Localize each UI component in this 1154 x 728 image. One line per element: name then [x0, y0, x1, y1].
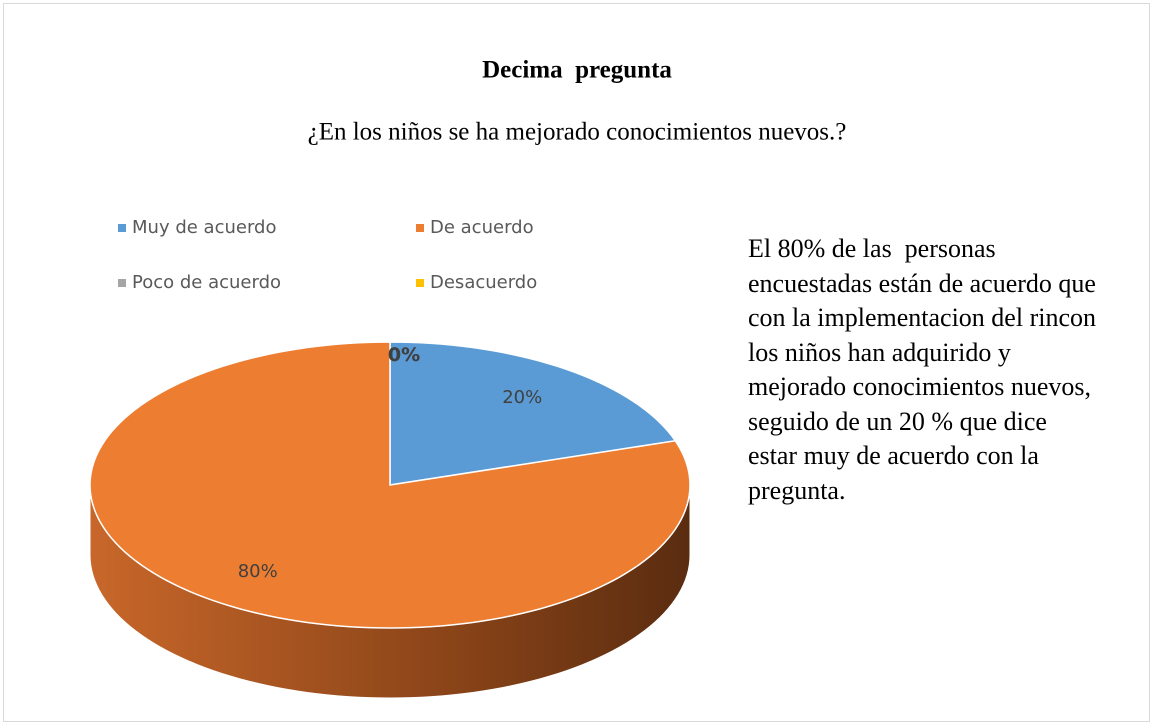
chart-subtitle: ¿En los niños se ha mejorado conocimient… [308, 119, 847, 146]
annotation: El 80% de las personas encuestadas están… [748, 234, 1103, 505]
legend-label: De acuerdo [430, 217, 534, 238]
data-label: 20% [502, 387, 542, 408]
legend-swatch [416, 279, 424, 287]
legend-swatch [416, 224, 424, 232]
legend-label: Poco de acuerdo [132, 272, 281, 293]
data-label: 80% [238, 561, 278, 582]
legend-swatch [118, 279, 126, 287]
slice [389, 341, 677, 486]
legend-label: Muy de acuerdo [132, 217, 276, 238]
slice [89, 341, 691, 629]
data-label: 0% [388, 344, 420, 366]
data-label: 0% [388, 344, 420, 366]
chart-title: Decima pregunta [482, 57, 672, 84]
legend-swatch [118, 224, 126, 232]
legend-label: Desacuerdo [430, 272, 537, 293]
